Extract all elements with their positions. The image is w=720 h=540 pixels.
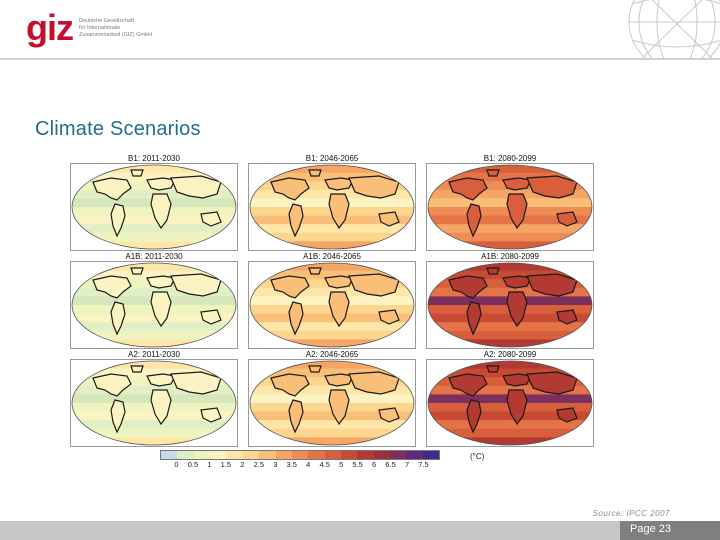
colorbar-tick-label: 7.5 (418, 460, 429, 469)
world-map (70, 359, 238, 447)
map-panel: B1: 2011-2030 (68, 154, 240, 254)
panel-title: B1: 2046-2065 (305, 154, 359, 163)
colorbar-swatch (357, 451, 374, 459)
source-note: Source: IPCC 2007 (592, 509, 670, 518)
colorbar-tick-label: 0 (174, 460, 179, 469)
map-panel: A2: 2011-2030 (68, 350, 240, 450)
panel-title: A2: 2080-2099 (483, 350, 537, 359)
page-number: Page 23 (630, 523, 671, 535)
map-panel: A1B: 2011-2030 (68, 252, 240, 352)
colorbar-swatch (161, 451, 178, 459)
colorbar-swatch (324, 451, 341, 459)
colorbar-swatch (406, 451, 423, 459)
map-panel: A2: 2080-2099 (424, 350, 596, 450)
world-map (426, 261, 594, 349)
colorbar-ticks: 0 0.5 1 1.5 2 2.5 3 3.5 4 4.5 5 5.5 6 6.5 7 7.5 (160, 460, 440, 470)
colorbar-tick-label: 2 (240, 460, 245, 469)
colorbar-tick-label: 0.5 (187, 460, 199, 469)
footer-page-box (620, 521, 720, 540)
world-map (248, 163, 416, 251)
map-panel: B1: 2080-2099 (424, 154, 596, 254)
colorbar-swatch (291, 451, 309, 459)
colorbar-tick-label: 1 (207, 460, 212, 469)
colorbar-tick-label: 2.5 (253, 460, 265, 469)
slide-header: giz Deutsche Gesellschaft für Internatio… (0, 0, 720, 58)
world-map (426, 163, 594, 251)
colorbar-tick-label: 3.5 (286, 460, 297, 469)
header-divider (0, 58, 720, 60)
world-map (70, 261, 238, 349)
map-panel: A1B: 2046-2065 (246, 252, 418, 352)
panel-title: A1B: 2046-2065 (303, 252, 361, 261)
logo-mark: giz (26, 7, 74, 48)
colorbar-tick-label: 6.5 (385, 460, 396, 469)
logo-text: Deutsche Gesellschaft für Internationale… (79, 18, 152, 39)
world-map (426, 359, 594, 447)
colorbar-swatch (308, 451, 325, 459)
panel-title: A1B: 2080-2099 (481, 252, 539, 261)
colorbar-swatch (242, 451, 260, 459)
colorbar-tick-label: 4.5 (319, 460, 330, 469)
world-map (70, 163, 238, 251)
colorbar-swatch (193, 451, 211, 459)
footer-bar (0, 521, 720, 540)
colorbar-swatch (340, 451, 358, 459)
panel-title: A1B: 2011-2030 (125, 252, 183, 261)
colorbar-tick-label: 5 (339, 460, 344, 469)
world-map (248, 261, 416, 349)
colorbar-swatch (422, 451, 440, 459)
map-panel: B1: 2046-2065 (246, 154, 418, 254)
logo-line-1: Deutsche Gesellschaft (79, 17, 135, 24)
map-panel: A1B: 2080-2099 (424, 252, 596, 352)
logo-line-2: für Internationale (79, 24, 121, 31)
colorbar-swatch (373, 451, 391, 459)
colorbar-swatch (177, 451, 194, 459)
panel-title: B1: 2011-2030 (128, 154, 180, 163)
colorbar-swatch (275, 451, 292, 459)
logo-line-3: Zusammenarbeit (GIZ) GmbH (79, 31, 153, 38)
panel-title: A2: 2011-2030 (128, 350, 180, 359)
slide-title: Climate Scenarios (35, 118, 201, 140)
colorbar-tick-label: 7 (404, 460, 410, 469)
colorbar-tick-label: 3 (273, 460, 278, 469)
colorbar-tick-label: 6 (372, 460, 377, 469)
world-map (248, 359, 416, 447)
colorbar-tick-label: 4 (306, 460, 311, 469)
climate-map-grid: B1: 2011-2030 B1: 2046-2065 B1: 2080-209… (68, 154, 596, 468)
colorbar-swatch (226, 451, 243, 459)
colorbar-tick-label: 1.5 (220, 460, 232, 469)
panel-title: B1: 2080-2099 (483, 154, 537, 163)
colorbar-tick-label: 5.5 (352, 460, 363, 469)
colorbar-unit: (°C) (470, 452, 485, 461)
map-panel: A2: 2046-2065 (246, 350, 418, 450)
colorbar-swatch (259, 451, 276, 459)
colorbar-swatch (390, 451, 407, 459)
giz-logo: giz Deutsche Gesellschaft für Internatio… (26, 10, 152, 46)
globe-icon (622, 0, 720, 58)
temperature-colorbar (160, 450, 440, 460)
panel-title: A2: 2046-2065 (305, 350, 359, 359)
colorbar-swatch (210, 451, 227, 459)
